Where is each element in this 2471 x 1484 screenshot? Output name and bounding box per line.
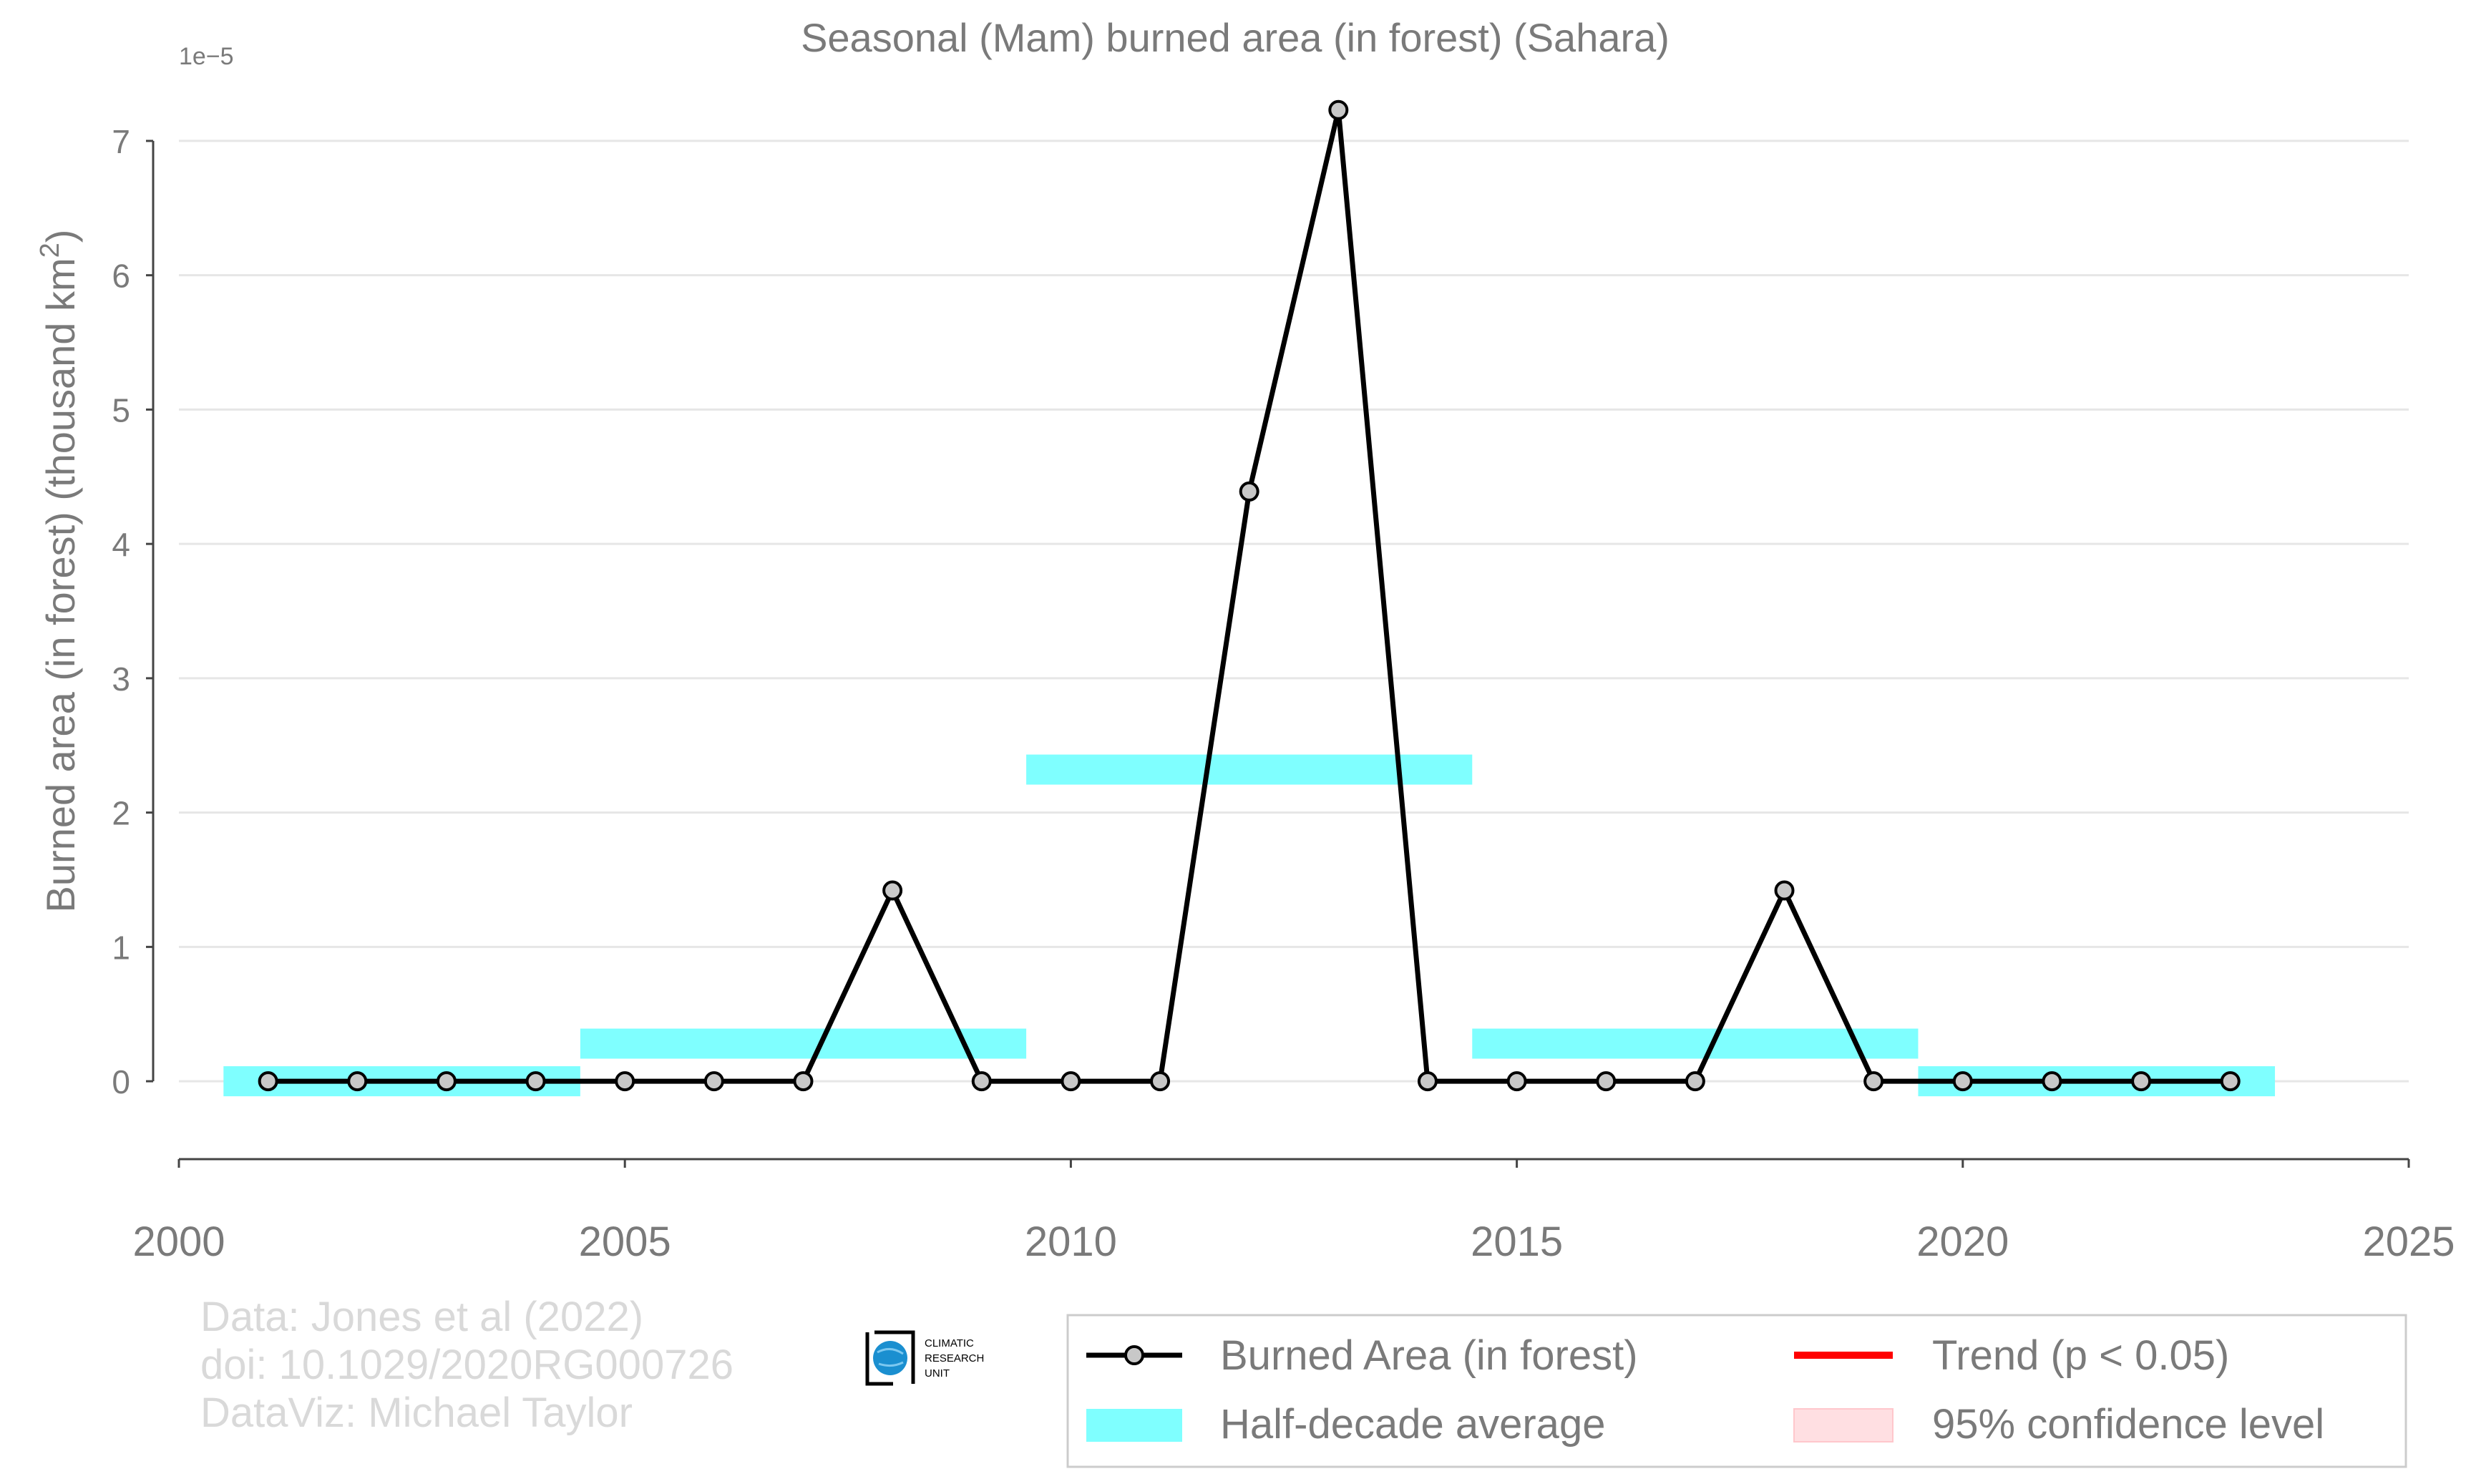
y-tick-label: 2: [112, 795, 130, 832]
half-decade-band: [580, 1028, 1027, 1059]
y-axis-offset-label: 1e−5: [179, 43, 234, 70]
grid-lines: [179, 140, 2409, 1083]
legend-label-burned-area: Burned Area (in forest): [1220, 1332, 1638, 1379]
legend-box: [1066, 1314, 2407, 1468]
half-decade-band: [1472, 1028, 1919, 1059]
data-point: [1239, 481, 1259, 502]
data-point: [1150, 1071, 1171, 1092]
data-point: [793, 1071, 814, 1092]
y-axis-label-close: ): [38, 230, 83, 243]
y-tick-label: 5: [112, 391, 130, 429]
y-tick-label: 4: [112, 526, 130, 563]
data-point: [1774, 880, 1795, 901]
legend-swatch-confidence: [1793, 1408, 1894, 1442]
globe-icon-lines: [877, 1348, 904, 1367]
data-point: [436, 1071, 457, 1092]
y-tick-label: 1: [112, 929, 130, 966]
axes: 0 1 2 3 4 5 6 7 2000 2005 2010 2015 2020 2025: [112, 123, 2455, 1265]
burned-area-line: [268, 109, 2231, 1084]
credit-doi: doi: 10.1029/2020RG000726: [200, 1342, 733, 1388]
data-point: [615, 1071, 635, 1092]
chart-title: Seasonal (Mam) burned area (in forest) (…: [801, 15, 1670, 60]
data-point: [1506, 1071, 1527, 1092]
legend: Burned Area (in forest) Trend (p < 0.05)…: [1066, 1314, 2407, 1468]
legend-label-half-decade: Half-decade average: [1220, 1401, 1605, 1448]
y-tick-label: 7: [112, 123, 130, 160]
data-point: [258, 1071, 278, 1092]
data-point: [347, 1071, 368, 1092]
credit-dataviz: DataViz: Michael Taylor: [200, 1390, 633, 1436]
data-point: [1952, 1071, 1973, 1092]
legend-label-confidence: 95% confidence level: [1932, 1401, 2324, 1448]
data-point: [1061, 1071, 1081, 1092]
data-point: [1328, 99, 1349, 120]
logo-text-line3: UNIT: [925, 1367, 950, 1380]
x-tick-label: 2010: [1025, 1219, 1117, 1265]
data-credits: Data: Jones et al (2022) doi: 10.1029/20…: [200, 1294, 733, 1436]
data-point: [2220, 1071, 2241, 1092]
logo-text-line2: RESEARCH: [925, 1352, 984, 1365]
data-point: [2131, 1071, 2152, 1092]
cru-logo: CLIMATIC RESEARCH UNIT: [865, 1330, 984, 1386]
x-tick-label: 2005: [579, 1219, 671, 1265]
legend-swatch-half-decade: [1086, 1409, 1182, 1442]
y-axis-label-superscript: 2: [35, 243, 65, 258]
x-tick-label: 2025: [2362, 1219, 2455, 1265]
data-point: [703, 1071, 724, 1092]
half-decade-band: [1026, 754, 1473, 785]
globe-icon: [873, 1341, 907, 1375]
logo-frame: [865, 1330, 915, 1386]
data-point: [525, 1071, 546, 1092]
legend-label-trend: Trend (p < 0.05): [1932, 1332, 2229, 1379]
logo-text-line1: CLIMATIC: [925, 1337, 974, 1349]
y-tick-label: 3: [112, 660, 130, 698]
data-point: [882, 880, 903, 901]
data-point: [1685, 1071, 1705, 1092]
data-point: [2042, 1071, 2062, 1092]
x-tick-label: 2015: [1471, 1219, 1563, 1265]
x-tick-label: 2000: [132, 1219, 225, 1265]
y-axis-label: Burned area (in forest) (thousand km2): [35, 230, 83, 913]
data-point: [1863, 1071, 1884, 1092]
burned-area-series: [258, 99, 2241, 1092]
y-tick-label: 0: [112, 1063, 130, 1100]
credit-data-source: Data: Jones et al (2022): [200, 1294, 643, 1340]
legend-marker-burned-area: [1124, 1345, 1144, 1365]
y-tick-label: 6: [112, 258, 130, 295]
data-point: [1596, 1071, 1617, 1092]
data-point: [1417, 1071, 1438, 1092]
x-tick-label: 2020: [1916, 1219, 2009, 1265]
half-decade-average-bands: [223, 754, 2276, 1097]
data-point: [971, 1071, 992, 1092]
y-axis-label-text: Burned area (in forest) (thousand km: [38, 258, 83, 912]
